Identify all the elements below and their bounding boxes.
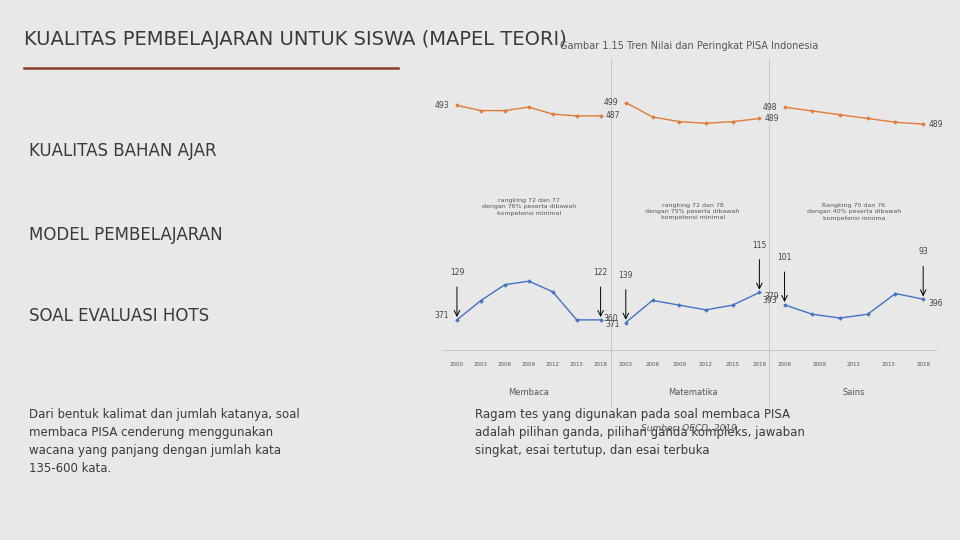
Text: 2009: 2009 (522, 362, 536, 367)
Text: 360: 360 (604, 314, 618, 322)
Text: 371: 371 (435, 311, 449, 320)
Text: 2012: 2012 (847, 362, 861, 367)
Text: 493: 493 (435, 101, 449, 110)
Text: 2003: 2003 (619, 362, 633, 367)
Text: 93: 93 (919, 247, 928, 256)
Text: 2015: 2015 (881, 362, 896, 367)
Text: 122: 122 (593, 268, 608, 277)
Text: 101: 101 (778, 253, 792, 262)
Text: Membaca: Membaca (509, 388, 549, 397)
Text: 393: 393 (762, 296, 777, 305)
Text: Ragam tes yang digunakan pada soal membaca PISA
adalah pilihan ganda, pilihan ga: Ragam tes yang digunakan pada soal memba… (475, 408, 805, 457)
Text: 371: 371 (606, 320, 620, 329)
Text: 2015: 2015 (569, 362, 584, 367)
Text: 396: 396 (928, 299, 943, 308)
Text: 2009: 2009 (812, 362, 827, 367)
Text: 2018: 2018 (753, 362, 766, 367)
Text: 2006: 2006 (645, 362, 660, 367)
Text: 379: 379 (764, 293, 779, 301)
Text: 2006: 2006 (778, 362, 792, 367)
Text: 489: 489 (764, 114, 779, 123)
Text: 2012: 2012 (545, 362, 560, 367)
Text: 2009: 2009 (672, 362, 686, 367)
Text: 2018: 2018 (916, 362, 930, 367)
Text: 115: 115 (753, 241, 766, 249)
Text: rangking 72 dan 77
dengan 76% peserta dibawah
kompetensi minimal: rangking 72 dan 77 dengan 76% peserta di… (482, 198, 576, 215)
Text: 2000: 2000 (450, 362, 464, 367)
Text: SOAL EVALUASI HOTS: SOAL EVALUASI HOTS (29, 307, 209, 325)
Text: 498: 498 (762, 103, 777, 112)
Text: Sains: Sains (843, 388, 865, 397)
Text: KUALITAS PEMBELAJARAN UNTUK SISWA (MAPEL TEORI): KUALITAS PEMBELAJARAN UNTUK SISWA (MAPEL… (24, 30, 566, 49)
Text: 2012: 2012 (699, 362, 713, 367)
Text: Dari bentuk kalimat dan jumlah katanya, soal
membaca PISA cenderung menggunakan
: Dari bentuk kalimat dan jumlah katanya, … (29, 408, 300, 475)
Text: 487: 487 (606, 111, 620, 120)
Text: Rangking 70 dan 76
dengan 40% peserta dibawah
kompetensi minima: Rangking 70 dan 76 dengan 40% peserta di… (806, 203, 901, 220)
Text: 499: 499 (604, 98, 618, 107)
Text: 129: 129 (450, 268, 464, 277)
Text: Matematika: Matematika (668, 388, 717, 397)
Text: Gambar 1.15 Tren Nilai dan Peringkat PISA Indonesia: Gambar 1.15 Tren Nilai dan Peringkat PIS… (560, 41, 818, 51)
Text: 2015: 2015 (726, 362, 739, 367)
Text: Sumber: OECD, 2019: Sumber: OECD, 2019 (641, 424, 736, 433)
Text: rangking 72 dan 78
dengan 75% peserta dibawah
kompetensi minimal: rangking 72 dan 78 dengan 75% peserta di… (645, 203, 740, 220)
Text: 139: 139 (618, 271, 633, 280)
Text: 2006: 2006 (498, 362, 512, 367)
Text: MODEL PEMBELAJARAN: MODEL PEMBELAJARAN (29, 226, 223, 244)
Text: KUALITAS BAHAN AJAR: KUALITAS BAHAN AJAR (29, 142, 216, 160)
Text: 2018: 2018 (593, 362, 608, 367)
Text: 2003: 2003 (474, 362, 488, 367)
Text: 489: 489 (928, 120, 943, 129)
